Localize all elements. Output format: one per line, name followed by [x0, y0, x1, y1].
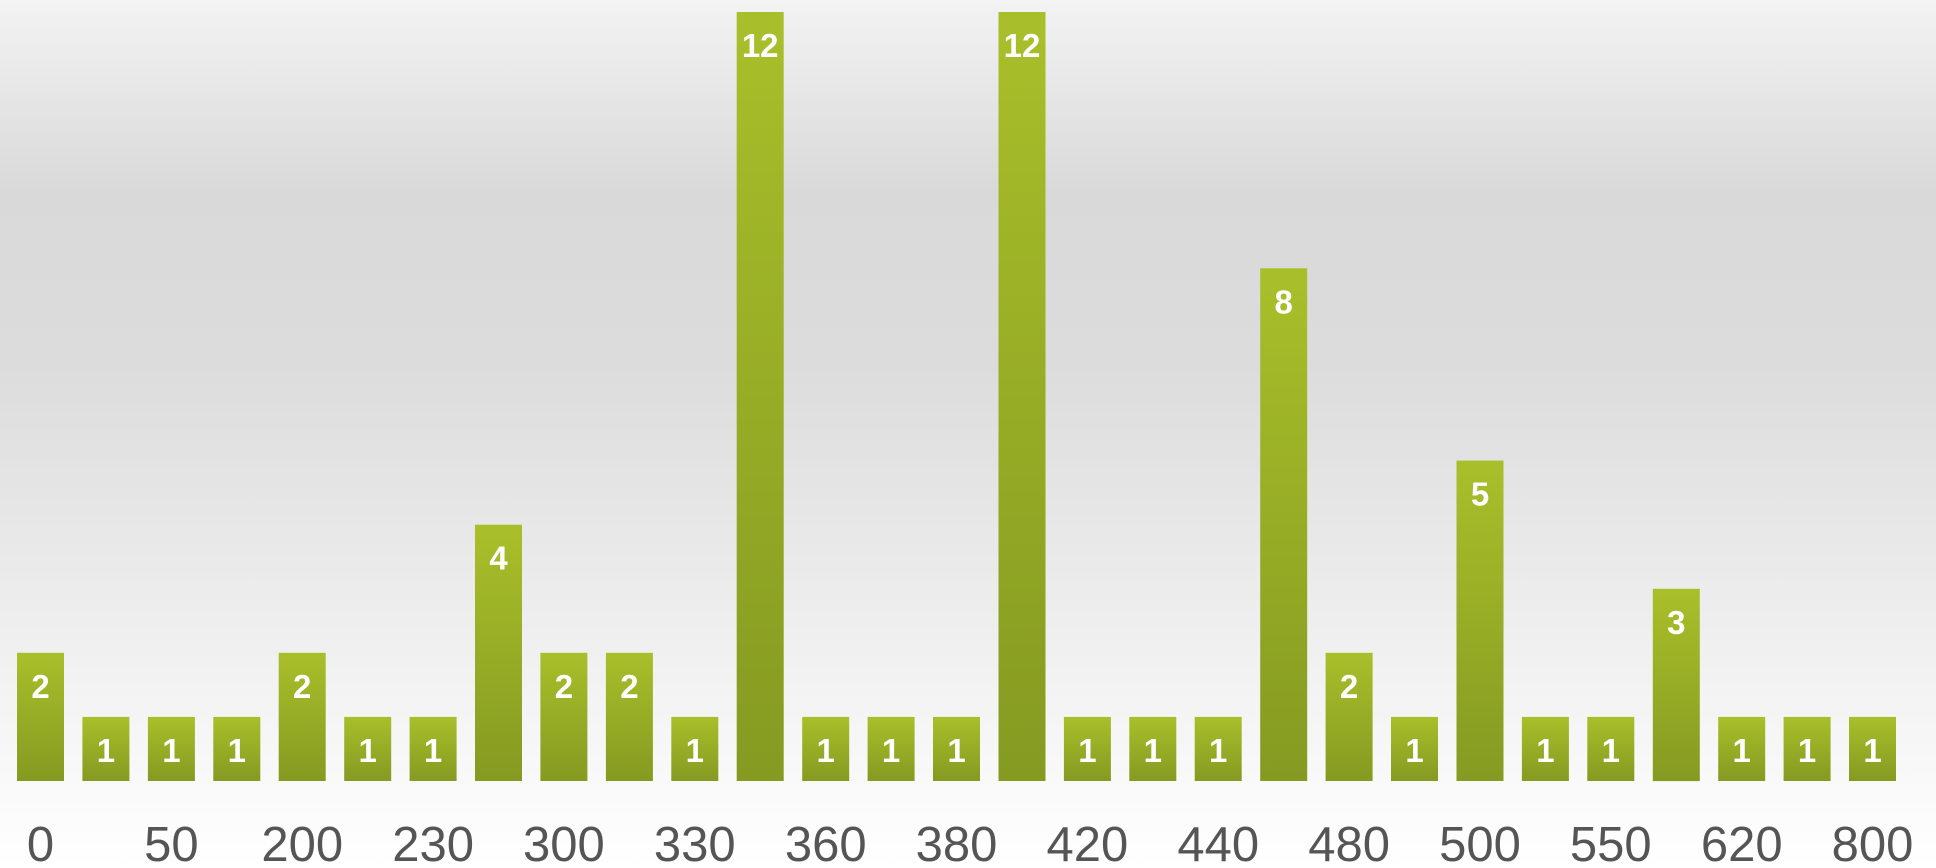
x-tick-label: 800	[1832, 818, 1914, 868]
bar-value-label: 1	[1405, 732, 1423, 769]
bar	[998, 12, 1046, 781]
bar-value-label: 1	[1078, 732, 1096, 769]
bar	[605, 652, 653, 781]
x-tick-label: 550	[1570, 818, 1652, 868]
bar-value-label: 12	[742, 27, 779, 64]
x-tick-label: 200	[261, 818, 343, 868]
bar-value-label: 2	[555, 668, 573, 705]
x-tick-label: 230	[392, 818, 474, 868]
bar	[1652, 588, 1700, 782]
bar-value-label: 1	[947, 732, 965, 769]
bar	[1587, 716, 1635, 781]
x-tick-label: 380	[916, 818, 998, 868]
bar-value-label: 1	[1602, 732, 1620, 769]
bar-value-label: 1	[1733, 732, 1751, 769]
bar-value-label: 1	[1144, 732, 1162, 769]
bar	[671, 716, 719, 781]
x-tick-label: 330	[654, 818, 736, 868]
x-tick-label: 300	[523, 818, 605, 868]
bar-value-label: 1	[97, 732, 115, 769]
bar	[540, 652, 588, 781]
bar	[1718, 716, 1766, 781]
bar	[867, 716, 915, 781]
bar-value-label: 1	[1863, 732, 1881, 769]
bar	[1521, 716, 1569, 781]
bar-value-label: 1	[1209, 732, 1227, 769]
bar-value-label: 1	[882, 732, 900, 769]
bar-value-label: 1	[359, 732, 377, 769]
bar-value-label: 1	[228, 732, 246, 769]
bar	[409, 716, 457, 781]
x-tick-label: 420	[1047, 818, 1129, 868]
bar	[1783, 716, 1831, 781]
x-tick-label: 620	[1701, 818, 1783, 868]
bar	[475, 524, 522, 781]
x-tick-label: 360	[785, 818, 867, 868]
x-tick-label: 440	[1177, 818, 1259, 868]
bar	[802, 716, 850, 781]
bar	[736, 12, 784, 781]
bar	[1391, 716, 1438, 781]
bar	[933, 716, 980, 781]
bar	[1129, 716, 1177, 781]
bar-value-label: 5	[1471, 476, 1489, 513]
bar	[1260, 268, 1308, 781]
bar-value-label: 3	[1667, 604, 1685, 641]
bar-value-label: 1	[686, 732, 704, 769]
bar	[1194, 716, 1242, 781]
x-axis-tick-labels: 0 50 200 230 300 330 360 380 420 440 480 500 550 620 8…	[27, 818, 1914, 868]
bar-value-label: 12	[1004, 27, 1041, 64]
bar-value-label: 1	[162, 732, 180, 769]
bar-value-label: 1	[1798, 732, 1816, 769]
bar	[278, 652, 326, 781]
bar	[1456, 460, 1504, 781]
bar	[1849, 716, 1896, 781]
bar-value-label: 2	[293, 668, 311, 705]
bar-value-label: 1	[817, 732, 835, 769]
bar	[1063, 716, 1111, 781]
bar	[82, 716, 130, 781]
bar-value-label: 2	[1340, 668, 1358, 705]
bar-value-label: 1	[1536, 732, 1554, 769]
bar	[344, 716, 392, 781]
bar-value-label: 2	[620, 668, 638, 705]
bar	[17, 652, 64, 781]
bar	[1325, 652, 1373, 781]
bar	[213, 716, 261, 781]
bar-value-label: 2	[31, 668, 49, 705]
bar	[147, 716, 195, 781]
bars-layer	[17, 12, 1896, 782]
x-tick-label: 0	[27, 818, 54, 868]
bar-value-label: 1	[424, 732, 442, 769]
x-tick-label: 50	[144, 818, 199, 868]
x-tick-label: 480	[1308, 818, 1390, 868]
bar-value-label: 4	[489, 540, 508, 577]
x-tick-label: 500	[1439, 818, 1521, 868]
bar-value-label: 8	[1275, 283, 1293, 320]
